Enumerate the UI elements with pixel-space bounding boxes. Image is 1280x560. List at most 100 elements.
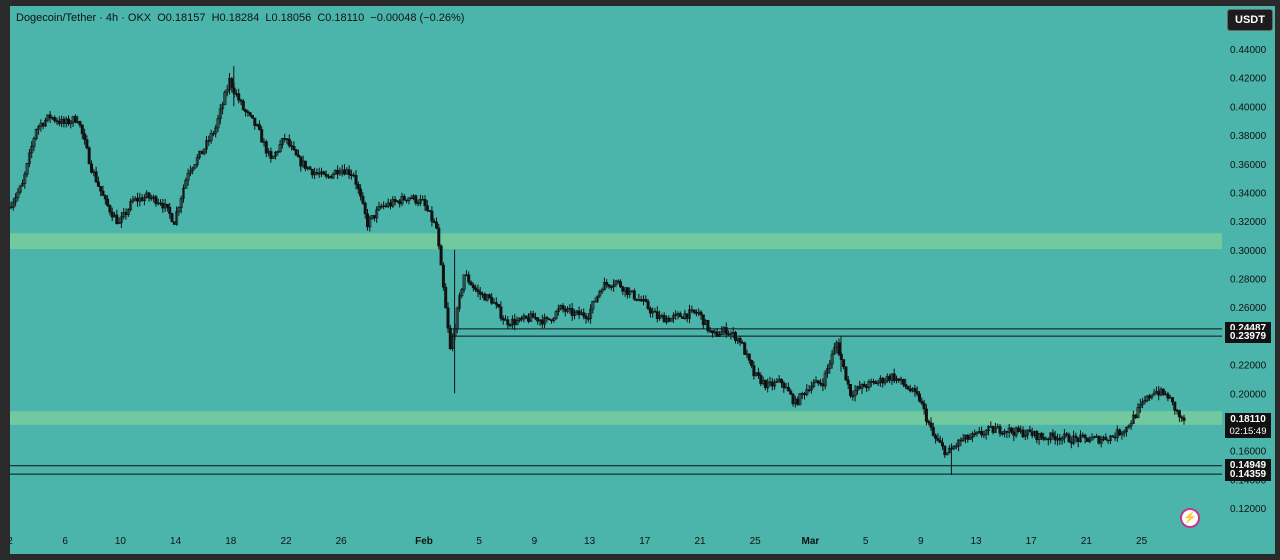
candle-body [331,174,335,179]
candle-body [182,188,186,199]
candle-body [53,117,57,121]
candle-body [1180,416,1184,419]
candle-body [119,216,123,223]
candle-body [80,124,84,135]
candle-body [957,439,961,447]
candle-body [986,426,990,431]
candle-body [715,331,719,337]
candle-body [269,151,273,159]
candle-body [18,185,22,193]
candle-body [439,245,443,266]
candle-body [1111,435,1115,438]
lightning-icon[interactable]: ⚡ [1180,508,1200,528]
time-axis[interactable]: 261014182226Feb5913172125Mar5913172125 [10,528,1222,554]
time-axis-ticks: 261014182226Feb5913172125Mar5913172125 [10,536,1148,547]
candle-body [354,175,358,185]
candle-body [129,201,133,210]
candle-body [699,311,703,316]
candle-body [1042,437,1046,440]
candle-body [920,400,924,404]
level-label: 0.14359 [1225,467,1271,481]
candle-body [474,287,478,291]
candle-body [938,440,942,443]
time-tick-label: 9 [918,536,924,547]
candle-body [545,317,549,319]
candle-body [499,306,503,319]
candlestick-chart [10,66,1222,476]
candle-body [1039,433,1043,438]
candle-body [131,199,135,202]
candle-body [531,313,535,318]
candle-body [952,446,956,449]
candle-body [356,183,360,190]
price-tick-label: 0.30000 [1230,246,1267,257]
candle-body [126,209,130,215]
candle-body [83,133,87,140]
candle-body [101,190,105,196]
candle-body [308,166,312,170]
candle-body [14,197,18,203]
candle-body [73,116,77,123]
candle-body [901,378,905,385]
candle-body [701,314,705,326]
candle-body [375,209,379,219]
candle-body [609,286,613,288]
candle-body [377,206,381,211]
candle-body [984,430,988,435]
candle-body [460,289,464,297]
candle-body [612,284,616,288]
candle-body [848,384,852,397]
candle-body [214,127,218,134]
candle-body [805,389,809,396]
candle-body [487,294,491,298]
candle-body [276,151,280,153]
candle-body [786,386,790,392]
candle-body [968,437,972,440]
chart-plot-area[interactable] [10,6,1222,528]
candle-body [198,150,202,158]
candle-body [94,171,98,183]
candle-body [844,366,848,381]
candle-body [1177,410,1181,418]
candle-body [1136,407,1140,418]
candle-body [598,291,602,297]
candle-body [747,353,751,361]
candle-body [961,438,965,442]
candle-body [837,342,841,355]
candle-body [600,289,604,292]
candle-body [572,312,576,316]
candle-body [816,380,820,384]
candle-body [149,197,153,200]
candle-body [830,353,834,365]
candle-body [23,173,27,184]
currency-button[interactable]: USDT [1227,9,1273,31]
candle-body [1166,393,1170,399]
candle-body [1088,439,1092,442]
candle-body [225,89,229,93]
candle-body [1143,400,1147,403]
candle-body [862,383,866,388]
candle-body [191,167,195,172]
candle-body [922,402,926,410]
candle-body [361,195,365,204]
candle-body [750,359,754,366]
candle-body [338,171,342,175]
time-tick-label: 17 [639,536,651,547]
candle-body [108,205,112,213]
candles [10,66,1186,476]
legend-symbol[interactable]: Dogecoin/Tether · 4h · OKX [16,12,152,24]
candle-body [825,368,829,374]
price-tick-label: 0.28000 [1230,275,1267,286]
candle-body [175,211,179,225]
candle-body [515,320,519,325]
candle-body [906,386,910,390]
candle-body [363,202,367,215]
candle-body [490,297,494,304]
candle-body [1150,394,1154,399]
time-tick-label: 5 [863,536,869,547]
candle-body [717,334,721,337]
candle-body [179,197,183,208]
candle-body [1129,423,1133,427]
price-axis[interactable]: 0.44000 0.42000 0.40000 0.38000 0.36000 0.340… [1222,6,1275,528]
candle-body [738,337,742,343]
